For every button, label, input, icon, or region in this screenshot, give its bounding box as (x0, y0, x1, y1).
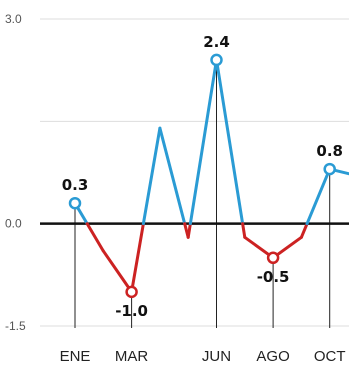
series-segment-negative (101, 249, 134, 294)
series-segment-negative (299, 222, 309, 239)
y-tick-label: 0.0 (5, 217, 22, 231)
series-segment-positive (215, 58, 245, 226)
data-point-marker (125, 285, 138, 299)
series-segment-negative (130, 222, 145, 294)
data-point-marker (210, 53, 223, 67)
x-tick-label: AGO (256, 348, 289, 365)
series-segment-negative (241, 222, 247, 239)
data-point-marker (266, 251, 280, 265)
series-segment-positive (305, 167, 332, 226)
x-tick-label: OCT (314, 348, 346, 365)
data-label: -1.0 (115, 302, 148, 320)
data-point-marker (323, 162, 336, 176)
y-tick-label: 3.0 (5, 12, 22, 26)
data-label: 0.3 (62, 176, 89, 194)
series-segment-negative (85, 222, 105, 253)
x-tick-label: ENE (60, 348, 91, 365)
series-segment-positive (158, 126, 187, 226)
series-segment-positive (141, 126, 162, 226)
series-segment-positive (188, 58, 218, 226)
x-tick-label: JUN (202, 348, 231, 365)
data-point-marker (68, 196, 82, 210)
data-label: 2.4 (203, 33, 230, 51)
data-label: 0.8 (316, 142, 343, 160)
data-label: -0.5 (257, 268, 290, 286)
x-tick-label: MAR (115, 348, 149, 365)
series-segment-negative (186, 222, 192, 239)
y-tick-label: -1.5 (5, 319, 26, 333)
